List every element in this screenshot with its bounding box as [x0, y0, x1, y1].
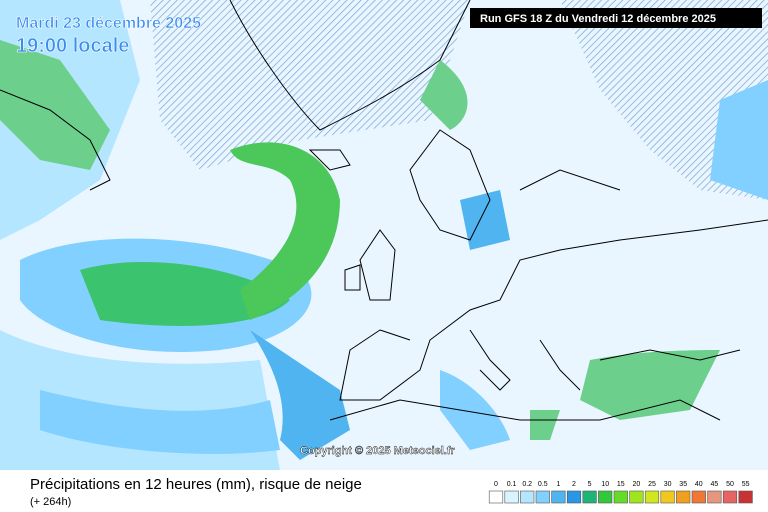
legend-label: 0.2 — [522, 481, 532, 488]
legend-label: 5 — [588, 481, 592, 488]
legend-label: 20 — [633, 481, 641, 488]
legend-swatch — [676, 490, 691, 504]
legend-label: 15 — [617, 481, 625, 488]
run-banner — [470, 8, 762, 28]
legend-swatch — [613, 490, 628, 504]
copyright: Copyright © 2025 Meteociel.fr — [300, 445, 456, 457]
legend-swatch — [598, 490, 613, 504]
legend: 0 0.1 0.2 0.5 1 2 5 10 15 20 25 30 35 40 45 50 55 — [488, 481, 753, 504]
legend-label: 30 — [664, 481, 672, 488]
legend-swatch — [520, 490, 535, 504]
legend-label: 0 — [494, 481, 498, 488]
legend-swatch — [691, 490, 706, 504]
legend-swatch — [707, 490, 722, 504]
legend-swatch — [582, 490, 597, 504]
legend-label: 35 — [679, 481, 687, 488]
legend-swatch — [504, 490, 519, 504]
legend-swatch — [660, 490, 675, 504]
legend-label: 0.5 — [538, 481, 548, 488]
legend-swatch — [535, 490, 550, 504]
legend-label: 40 — [695, 481, 703, 488]
legend-label: 10 — [601, 481, 609, 488]
legend-swatch — [629, 490, 644, 504]
legend-label: 50 — [726, 481, 734, 488]
legend-swatch — [722, 490, 738, 504]
coastlines — [0, 0, 768, 421]
time-label: 19:00 locale — [16, 35, 129, 57]
footer-title: Précipitations en 12 heures (mm), risque… — [30, 476, 362, 493]
run-label: Run GFS 18 Z du Vendredi 12 décembre 202… — [480, 13, 716, 25]
legend-swatch — [488, 490, 504, 504]
legend-swatch — [566, 490, 582, 504]
legend-label: 25 — [648, 481, 656, 488]
legend-swatch — [738, 490, 753, 504]
lead-time: (+ 264h) — [30, 496, 71, 508]
legend-label: 0.1 — [507, 481, 517, 488]
date-label: Mardi 23 décembre 2025 — [16, 15, 201, 32]
legend-swatch — [644, 490, 660, 504]
legend-label: 55 — [742, 481, 750, 488]
legend-label: 45 — [711, 481, 719, 488]
legend-label: 1 — [556, 481, 560, 488]
legend-label: 2 — [572, 481, 576, 488]
legend-swatch — [551, 490, 566, 504]
